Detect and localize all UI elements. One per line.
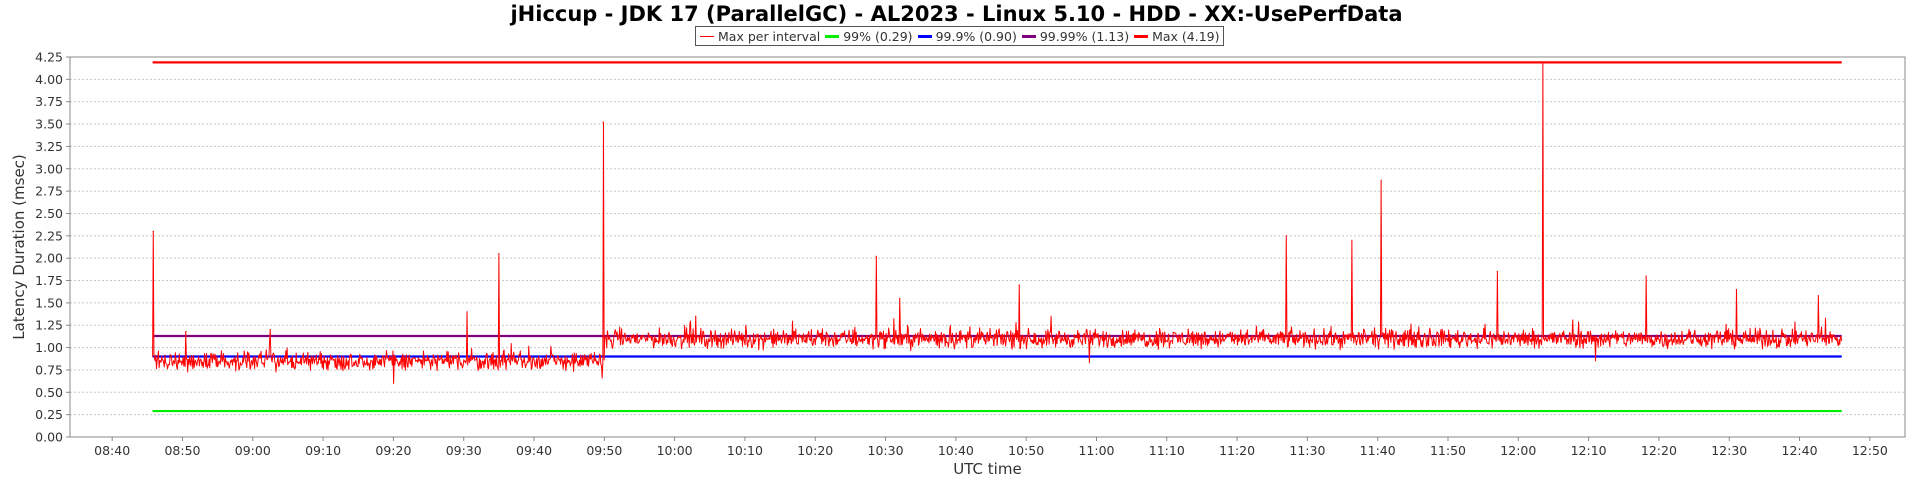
x-axis-label: UTC time [953, 460, 1021, 478]
plot-area-frame [69, 56, 1906, 438]
max-per-interval-peak [1285, 235, 1287, 237]
x-tick-label: 12:20 [1641, 443, 1677, 458]
x-tick-label: 11:10 [1149, 443, 1185, 458]
max-per-interval-peak [602, 121, 604, 123]
legend-label-max: Max (4.19) [1152, 28, 1220, 44]
x-tick-label: 11:30 [1289, 443, 1325, 458]
grid-layer [70, 78, 1905, 416]
x-tick-label: 09:30 [446, 443, 482, 458]
legend-swatch-p9999 [1021, 34, 1036, 38]
legend-swatch-max-per-interval [700, 35, 714, 37]
max-per-interval-peak [875, 255, 877, 257]
legend-label-p99: 99% (0.29) [843, 28, 913, 44]
y-tick-label: 0.50 [35, 385, 63, 400]
x-tick-label: 10:10 [727, 443, 763, 458]
max-per-interval-peak [1735, 288, 1737, 291]
x-tick-label: 11:50 [1430, 443, 1466, 458]
x-tick-label: 11:00 [1078, 443, 1114, 458]
legend-swatch-p99 [825, 34, 840, 38]
max-per-interval-peak [152, 230, 154, 232]
series-layer [152, 61, 1843, 413]
y-tick-label: 2.00 [35, 251, 63, 266]
x-tick-label: 12:00 [1500, 443, 1536, 458]
max-per-interval-peak [899, 297, 901, 300]
max-per-interval-peak [1542, 61, 1544, 63]
y-tick-label: 0.25 [35, 407, 63, 422]
x-tick-label: 10:50 [1008, 443, 1044, 458]
x-tick-label: 12:10 [1571, 443, 1607, 458]
legend-item-max-per-interval: Max per interval [700, 29, 820, 44]
legend-item-p999: 99.9% (0.90) [917, 28, 1017, 44]
y-tick-label: 2.50 [35, 206, 63, 221]
x-tick-label: 10:30 [868, 443, 904, 458]
y-tick-label: 3.00 [35, 161, 63, 176]
chart-title: jHiccup - JDK 17 (ParallelGC) - AL2023 -… [510, 2, 1403, 26]
y-axis-label: Latency Duration (msec) [10, 154, 28, 340]
x-tick-label: 09:50 [586, 443, 622, 458]
x-tick-label: 09:00 [235, 443, 271, 458]
x-tick-label: 10:00 [657, 443, 693, 458]
x-tick-label: 11:40 [1360, 443, 1396, 458]
y-tick-label: 0.75 [35, 362, 63, 377]
x-tick-label: 12:50 [1852, 443, 1888, 458]
x-tick-label: 08:50 [164, 443, 200, 458]
y-tick-label: 0.00 [35, 430, 63, 445]
legend-item-p99: 99% (0.29) [825, 28, 913, 44]
chart-legend: Max per interval 99% (0.29) 99.9% (0.90)… [695, 26, 1225, 46]
y-tick-label: 4.00 [35, 72, 63, 87]
y-tick-label: 2.75 [35, 184, 63, 199]
legend-swatch-p999 [917, 34, 932, 38]
y-tick-label: 1.50 [35, 295, 63, 310]
max-per-interval-peak [1380, 179, 1382, 181]
x-tick-label: 10:40 [938, 443, 974, 458]
x-axis-ticks: 08:40 08:50 09:00 09:10 09:20 09:30 09:40 09:50… [94, 437, 1888, 458]
y-tick-label: 3.25 [35, 139, 63, 154]
max-per-interval-peak [1817, 295, 1819, 297]
max-per-interval-peak [466, 311, 468, 313]
max-per-interval-peak [498, 253, 500, 255]
y-tick-label: 4.25 [35, 50, 63, 65]
y-tick-label: 1.00 [35, 340, 63, 355]
y-tick-label: 2.25 [35, 228, 63, 243]
x-tick-label: 09:20 [375, 443, 411, 458]
legend-label-p9999: 99.99% (1.13) [1039, 28, 1130, 44]
max-per-interval-peak [1496, 270, 1498, 273]
max-per-interval-peak [1018, 284, 1020, 286]
max-per-interval-peak [1645, 275, 1647, 277]
x-tick-label: 10:20 [797, 443, 833, 458]
y-tick-label: 1.25 [35, 318, 63, 333]
legend-item-max: Max (4.19) [1134, 29, 1219, 44]
x-tick-label: 12:30 [1711, 443, 1747, 458]
y-tick-label: 1.75 [35, 273, 63, 288]
y-tick-label: 3.50 [35, 117, 63, 132]
legend-label-p999: 99.9% (0.90) [935, 28, 1017, 44]
max-per-interval-peak [185, 330, 187, 333]
max-per-interval-peak [695, 315, 697, 317]
max-per-interval-peak [269, 329, 271, 331]
y-tick-label: 3.75 [35, 94, 63, 109]
x-tick-label: 09:10 [305, 443, 341, 458]
max-per-interval-trace [152, 61, 1843, 384]
x-tick-label: 11:20 [1219, 443, 1255, 458]
max-per-interval-peak [1351, 239, 1353, 241]
x-tick-label: 08:40 [94, 443, 130, 458]
x-tick-label: 09:40 [516, 443, 552, 458]
y-axis-ticks: 0.00 0.25 0.50 0.75 1.00 1.25 1.50 1.75 2.00 2.25… [35, 50, 70, 445]
legend-item-p9999: 99.99% (1.13) [1021, 28, 1130, 44]
x-tick-label: 12:40 [1782, 443, 1818, 458]
legend-label-max-per-interval: Max per interval [718, 28, 821, 44]
axes-layer [69, 56, 1906, 438]
legend-swatch-max [1134, 34, 1149, 38]
